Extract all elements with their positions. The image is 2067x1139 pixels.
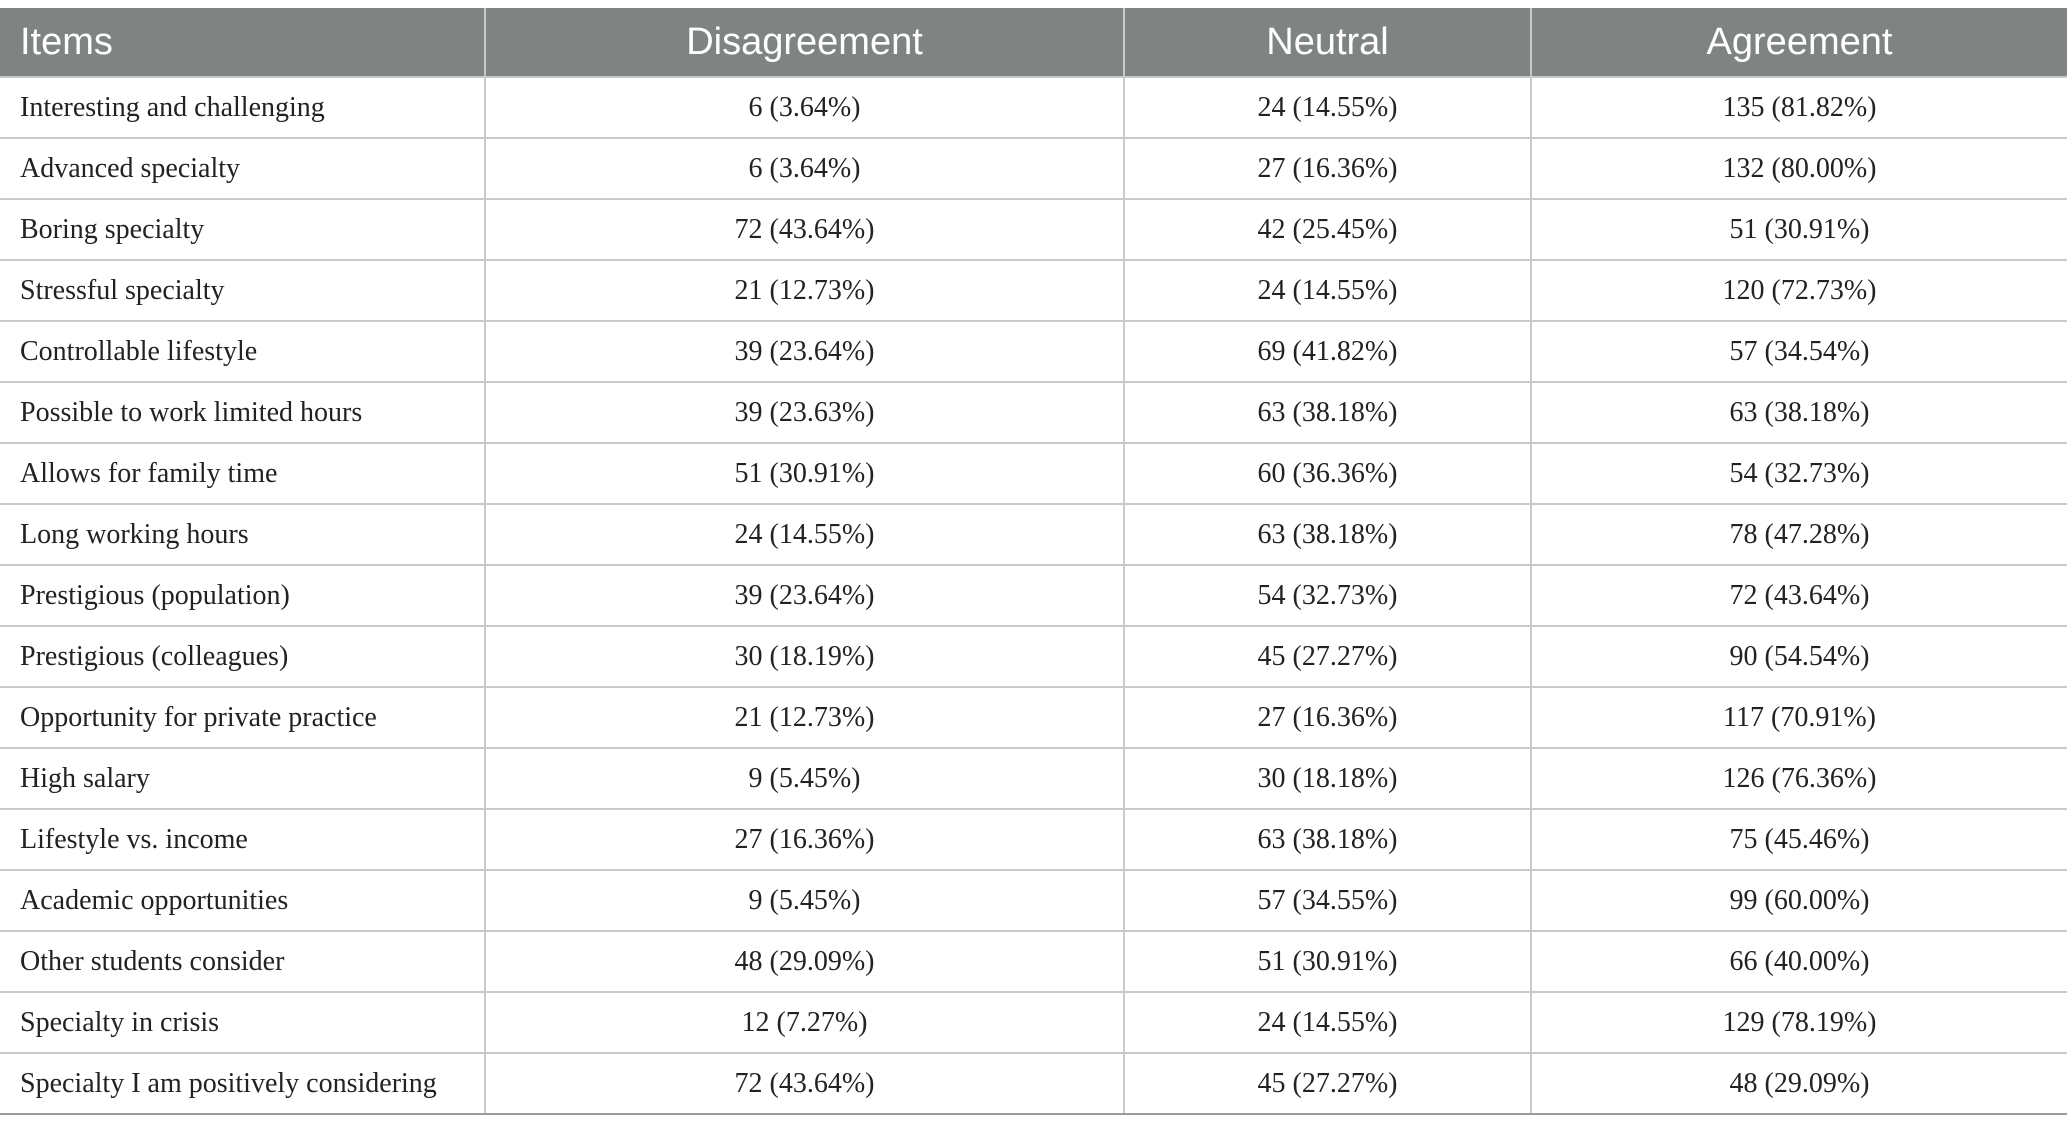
agreement-cell: 117 (70.91%) (1530, 687, 2067, 749)
disagreement-cell: 9 (5.45%) (484, 748, 1124, 810)
item-cell: Interesting and challenging (0, 77, 485, 139)
header-row: Items Disagreement Neutral Agreement (0, 8, 2067, 78)
neutral-cell: 63 (38.18%) (1123, 382, 1531, 444)
table-row: Long working hours 24 (14.55%) 63 (38.18%)… (0, 504, 2067, 566)
table-row: Lifestyle vs. income 27 (16.36%) 63 (38.18… (0, 809, 2067, 871)
item-cell: Boring specialty (0, 199, 485, 261)
neutral-cell: 51 (30.91%) (1123, 931, 1531, 993)
agreement-cell: 72 (43.64%) (1530, 565, 2067, 627)
table-row: Opportunity for private practice 21 (12.7… (0, 687, 2067, 749)
header-agreement: Agreement (1530, 8, 2067, 78)
disagreement-cell: 39 (23.63%) (484, 382, 1124, 444)
disagreement-cell: 48 (29.09%) (484, 931, 1124, 993)
table-row: High salary 9 (5.45%) 30 (18.18%) 126 (76.3… (0, 748, 2067, 810)
neutral-cell: 30 (18.18%) (1123, 748, 1531, 810)
neutral-cell: 63 (38.18%) (1123, 809, 1531, 871)
neutral-cell: 27 (16.36%) (1123, 138, 1531, 200)
disagreement-cell: 51 (30.91%) (484, 443, 1124, 505)
table-row: Allows for family time 51 (30.91%) 60 (36.… (0, 443, 2067, 505)
agreement-cell: 120 (72.73%) (1530, 260, 2067, 322)
table-row: Interesting and challenging 6 (3.64%) 24 (… (0, 77, 2067, 139)
disagreement-cell: 72 (43.64%) (484, 199, 1124, 261)
neutral-cell: 27 (16.36%) (1123, 687, 1531, 749)
neutral-cell: 45 (27.27%) (1123, 1053, 1531, 1115)
disagreement-cell: 30 (18.19%) (484, 626, 1124, 688)
table-row: Controllable lifestyle 39 (23.64%) 69 (41.… (0, 321, 2067, 383)
agreement-cell: 132 (80.00%) (1530, 138, 2067, 200)
disagreement-cell: 72 (43.64%) (484, 1053, 1124, 1115)
item-cell: Specialty I am positively considering (0, 1053, 485, 1115)
agreement-cell: 126 (76.36%) (1530, 748, 2067, 810)
neutral-cell: 24 (14.55%) (1123, 260, 1531, 322)
neutral-cell: 54 (32.73%) (1123, 565, 1531, 627)
item-cell: Academic opportunities (0, 870, 485, 932)
table-container: Items Disagreement Neutral Agreement Int… (0, 8, 2067, 1115)
header-items: Items (0, 8, 485, 78)
disagreement-cell: 9 (5.45%) (484, 870, 1124, 932)
disagreement-cell: 6 (3.64%) (484, 77, 1124, 139)
disagreement-cell: 12 (7.27%) (484, 992, 1124, 1054)
table-body: Interesting and challenging 6 (3.64%) 24 (… (0, 77, 2067, 1115)
table-row: Specialty in crisis 12 (7.27%) 24 (14.55%)… (0, 992, 2067, 1054)
agreement-cell: 129 (78.19%) (1530, 992, 2067, 1054)
neutral-cell: 45 (27.27%) (1123, 626, 1531, 688)
item-cell: Controllable lifestyle (0, 321, 485, 383)
item-cell: High salary (0, 748, 485, 810)
table-row: Boring specialty 72 (43.64%) 42 (25.45%) 51… (0, 199, 2067, 261)
table-row: Possible to work limited hours 39 (23.63%… (0, 382, 2067, 444)
agreement-cell: 48 (29.09%) (1530, 1053, 2067, 1115)
item-cell: Long working hours (0, 504, 485, 566)
agreement-cell: 63 (38.18%) (1530, 382, 2067, 444)
agreement-cell: 90 (54.54%) (1530, 626, 2067, 688)
agreement-cell: 51 (30.91%) (1530, 199, 2067, 261)
agreement-cell: 66 (40.00%) (1530, 931, 2067, 993)
table-row: Specialty I am positively considering 72 … (0, 1053, 2067, 1115)
item-cell: Possible to work limited hours (0, 382, 485, 444)
agreement-cell: 57 (34.54%) (1530, 321, 2067, 383)
item-cell: Stressful specialty (0, 260, 485, 322)
neutral-cell: 63 (38.18%) (1123, 504, 1531, 566)
item-cell: Opportunity for private practice (0, 687, 485, 749)
table-row: Prestigious (population) 39 (23.64%) 54 (3… (0, 565, 2067, 627)
header-disagreement: Disagreement (484, 8, 1124, 78)
item-cell: Prestigious (colleagues) (0, 626, 485, 688)
item-cell: Advanced specialty (0, 138, 485, 200)
table-row: Stressful specialty 21 (12.73%) 24 (14.55%… (0, 260, 2067, 322)
disagreement-cell: 21 (12.73%) (484, 687, 1124, 749)
disagreement-cell: 24 (14.55%) (484, 504, 1124, 566)
item-cell: Lifestyle vs. income (0, 809, 485, 871)
item-cell: Prestigious (population) (0, 565, 485, 627)
item-cell: Other students consider (0, 931, 485, 993)
header-neutral: Neutral (1123, 8, 1531, 78)
neutral-cell: 42 (25.45%) (1123, 199, 1531, 261)
table-row: Advanced specialty 6 (3.64%) 27 (16.36%) 13… (0, 138, 2067, 200)
neutral-cell: 69 (41.82%) (1123, 321, 1531, 383)
agreement-cell: 99 (60.00%) (1530, 870, 2067, 932)
agreement-cell: 78 (47.28%) (1530, 504, 2067, 566)
item-cell: Allows for family time (0, 443, 485, 505)
disagreement-cell: 39 (23.64%) (484, 321, 1124, 383)
data-table: Items Disagreement Neutral Agreement Int… (0, 8, 2067, 1115)
table-row: Prestigious (colleagues) 30 (18.19%) 45 (2… (0, 626, 2067, 688)
neutral-cell: 24 (14.55%) (1123, 77, 1531, 139)
disagreement-cell: 21 (12.73%) (484, 260, 1124, 322)
agreement-cell: 75 (45.46%) (1530, 809, 2067, 871)
table-row: Other students consider 48 (29.09%) 51 (30… (0, 931, 2067, 993)
disagreement-cell: 39 (23.64%) (484, 565, 1124, 627)
agreement-cell: 54 (32.73%) (1530, 443, 2067, 505)
neutral-cell: 57 (34.55%) (1123, 870, 1531, 932)
neutral-cell: 24 (14.55%) (1123, 992, 1531, 1054)
neutral-cell: 60 (36.36%) (1123, 443, 1531, 505)
item-cell: Specialty in crisis (0, 992, 485, 1054)
disagreement-cell: 27 (16.36%) (484, 809, 1124, 871)
agreement-cell: 135 (81.82%) (1530, 77, 2067, 139)
disagreement-cell: 6 (3.64%) (484, 138, 1124, 200)
table-row: Academic opportunities 9 (5.45%) 57 (34.55… (0, 870, 2067, 932)
